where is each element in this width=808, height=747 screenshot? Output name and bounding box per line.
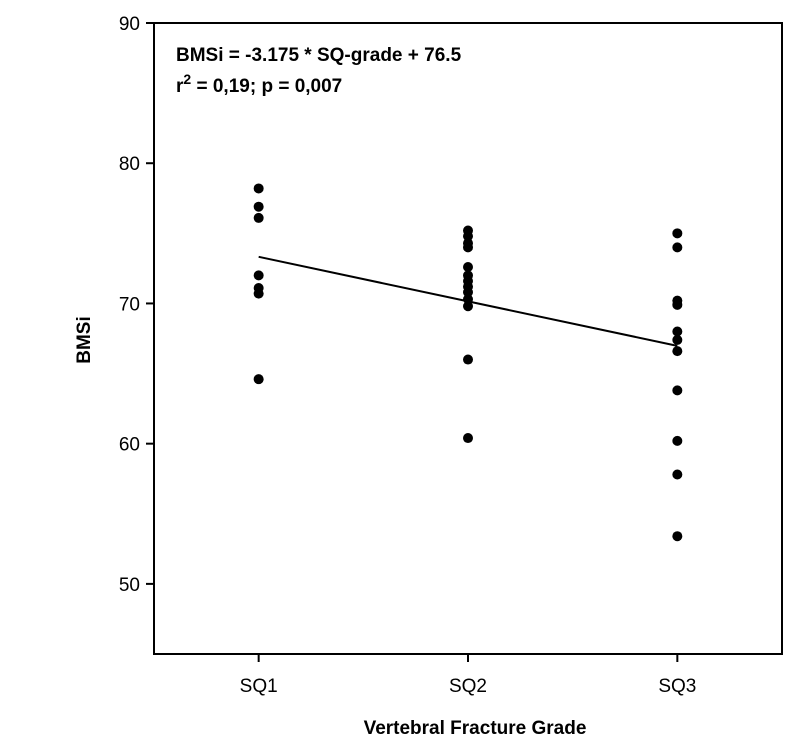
data-point (672, 228, 683, 239)
x-tick-label: SQ2 (449, 676, 487, 697)
data-point (672, 385, 683, 396)
data-point (253, 270, 264, 281)
y-axis: 50 60 70 80 90 (119, 14, 154, 596)
y-tick-label: 90 (119, 14, 140, 35)
y-tick-label: 50 (119, 575, 140, 596)
data-point (253, 212, 264, 223)
data-point (253, 374, 264, 385)
data-point (253, 201, 264, 212)
data-point (672, 346, 683, 357)
plot-frame (153, 22, 783, 655)
data-point (672, 242, 683, 253)
stats-text: = 0,19; p = 0,007 (191, 76, 342, 97)
y-axis-title: BMSi (74, 316, 95, 364)
regression-line (258, 255, 678, 347)
data-point (463, 433, 473, 444)
data-point (672, 299, 683, 310)
stats-annotation: r2 = 0,19; p = 0,007 (176, 71, 342, 97)
x-tick-label: SQ1 (240, 676, 278, 697)
data-point (463, 287, 473, 298)
data-point (463, 231, 473, 242)
data-point (672, 531, 683, 542)
y-tick-label: 60 (119, 435, 140, 456)
data-points (253, 183, 683, 542)
data-point (463, 301, 473, 312)
r-symbol: r (176, 76, 184, 97)
data-point (463, 354, 473, 365)
r-exponent: 2 (183, 71, 191, 87)
x-axis: SQ1 SQ2 SQ3 (240, 654, 696, 697)
data-point (463, 261, 473, 272)
data-point (672, 435, 683, 446)
x-tick-label: SQ3 (658, 676, 696, 697)
data-point (253, 183, 264, 194)
data-point (672, 469, 683, 480)
data-point (672, 326, 683, 337)
data-point (463, 242, 473, 253)
equation-annotation: BMSi = -3.175 * SQ-grade + 76.5 (176, 45, 462, 66)
data-point (672, 334, 683, 345)
y-tick-label: 70 (119, 294, 140, 315)
y-tick-label: 80 (119, 154, 140, 175)
data-point (253, 288, 264, 299)
x-axis-title: Vertebral Fracture Grade (364, 718, 587, 739)
